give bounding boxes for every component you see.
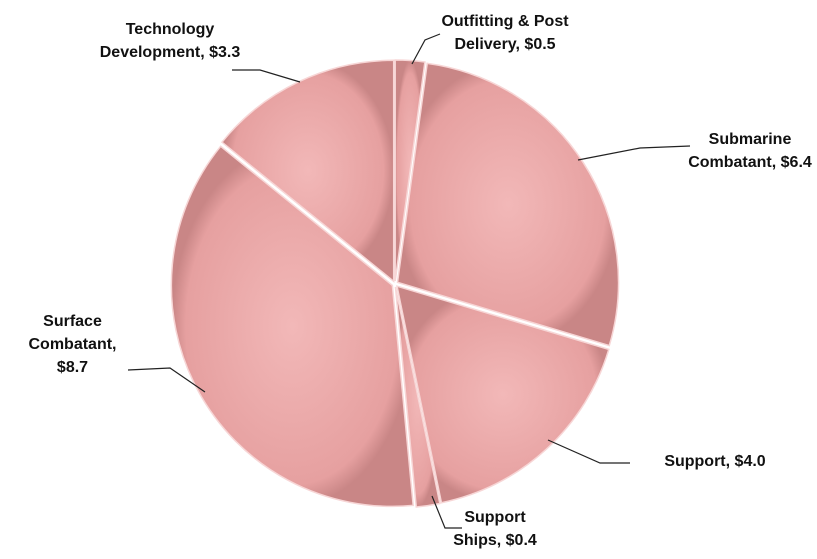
- category-label: Outfitting & Post Delivery: [441, 13, 569, 53]
- pie-slice: [394, 59, 426, 282]
- separator: ,: [725, 453, 731, 470]
- pie-slice: [170, 145, 415, 508]
- category-label: Technology Development: [99, 21, 215, 61]
- data-label: Technology Development, $3.3: [95, 18, 245, 64]
- value-label: $0.5: [524, 36, 556, 53]
- leader-line: [577, 145, 691, 161]
- separator: ,: [112, 336, 117, 353]
- category-label: Submarine Combatant: [688, 131, 792, 171]
- category-label: Surface Combatant: [28, 313, 113, 353]
- value-label: $6.4: [780, 154, 812, 171]
- value-label: $4.0: [734, 453, 766, 470]
- data-label: Outfitting & Post Delivery, $0.5: [430, 10, 580, 56]
- leader-line: [411, 33, 441, 65]
- leader-line: [232, 69, 301, 83]
- leader-line: [431, 495, 462, 529]
- separator: ,: [771, 154, 777, 171]
- pie-slice: [394, 286, 441, 508]
- separator: ,: [515, 36, 520, 53]
- separator: ,: [200, 44, 205, 61]
- category-label: Support Ships: [453, 509, 526, 549]
- pie-slice: [396, 62, 620, 347]
- value-label: $0.4: [505, 532, 537, 549]
- pie-slice: [396, 285, 610, 504]
- data-label: Submarine Combatant, $6.4: [685, 128, 815, 174]
- value-label: $3.3: [209, 44, 241, 61]
- leader-line: [127, 367, 206, 393]
- data-label: Support, $4.0: [630, 450, 800, 473]
- separator: ,: [496, 532, 502, 549]
- data-label: Support Ships, $0.4: [440, 506, 550, 552]
- category-label: Support: [664, 453, 726, 470]
- leader-line: [547, 439, 630, 464]
- value-label: $8.7: [56, 359, 89, 376]
- data-label: Surface Combatant, $8.7: [15, 310, 130, 379]
